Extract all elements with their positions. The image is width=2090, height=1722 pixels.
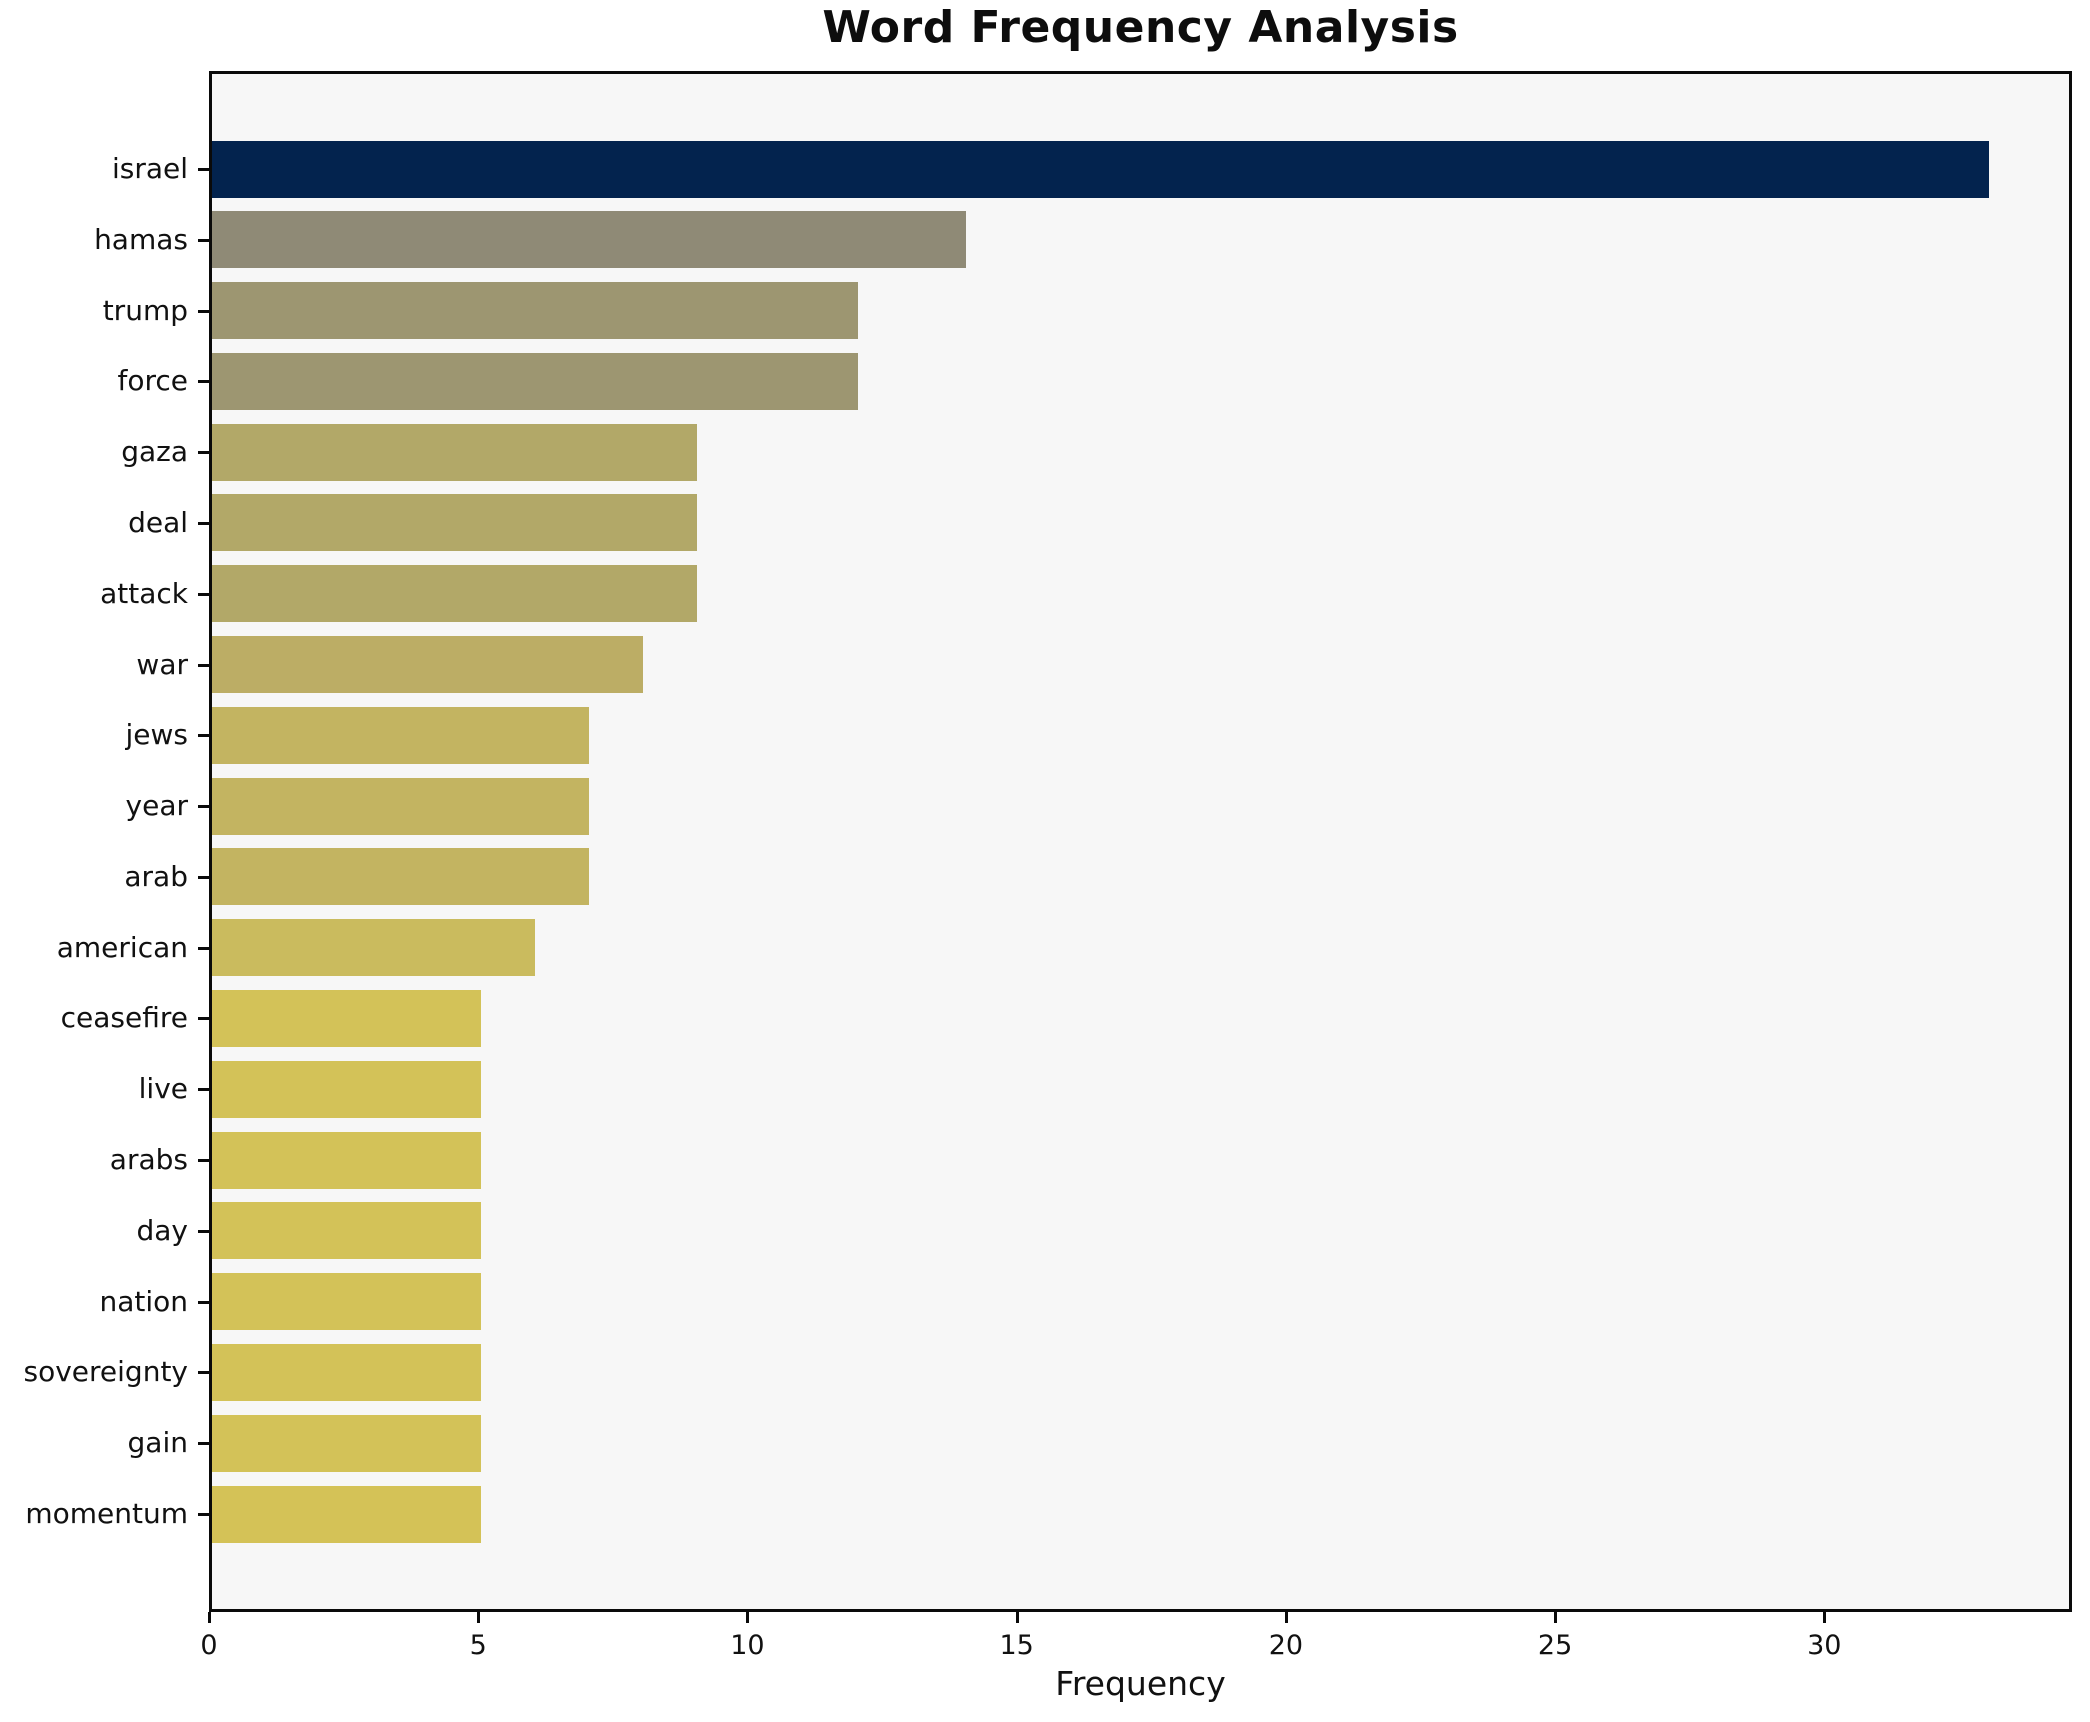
x-tick-label-20: 20 [1268,1630,1304,1661]
x-tick-mark [1015,1612,1019,1623]
y-tick-mark [198,663,209,667]
y-tick-label-trump: trump [102,293,188,327]
y-tick-label-israel: israel [111,152,188,185]
y-tick-label-momentum: momentum [25,1497,188,1530]
bar-momentum [212,1485,482,1543]
x-tick-mark [477,1612,481,1623]
bar-american [212,919,536,977]
y-tick-mark [198,451,209,455]
bar-arabs [212,1131,482,1189]
bar-attack [212,565,697,623]
y-tick-label-war: war [136,647,188,681]
y-tick-mark [198,1371,209,1375]
bar-day [212,1202,482,1260]
y-tick-mark [198,1513,209,1516]
bar-jews [212,706,589,764]
y-tick-mark [198,592,209,596]
y-tick-label-ceasefire: ceasefire [60,1001,188,1035]
x-tick-mark [1823,1612,1827,1623]
y-tick-mark [198,946,209,950]
bar-israel [212,140,1989,198]
y-tick-mark [198,1088,209,1092]
y-tick-label-attack: attack [100,576,188,610]
x-tick-label-5: 5 [469,1630,487,1661]
y-tick-mark [198,238,209,242]
y-tick-mark [198,168,209,171]
y-tick-mark [198,1442,209,1446]
y-tick-mark [198,805,209,809]
x-tick-label-10: 10 [730,1630,765,1661]
x-tick-label-15: 15 [999,1630,1034,1661]
bar-nation [212,1273,482,1331]
y-tick-label-year: year [125,789,188,823]
x-tick-label-0: 0 [200,1630,218,1661]
bar-sovereignty [212,1343,482,1401]
y-tick-label-jews: jews [125,718,189,752]
y-tick-mark [198,1229,209,1233]
y-tick-mark [198,1300,209,1304]
y-tick-mark [198,380,209,384]
x-tick-mark [208,1612,211,1623]
bar-ceasefire [212,989,482,1047]
y-tick-mark [198,875,209,879]
y-tick-label-nation: nation [99,1284,188,1318]
bar-live [212,1060,482,1118]
bar-arab [212,848,589,906]
bar-gain [212,1414,482,1472]
y-tick-mark [198,1159,209,1163]
x-tick-mark [746,1612,750,1623]
y-tick-mark [198,734,209,738]
chart-title: Word Frequency Analysis [822,2,1459,53]
bar-deal [212,494,697,552]
bar-force [212,352,859,410]
x-tick-mark [1554,1612,1558,1623]
y-tick-label-american: american [56,930,188,964]
y-tick-mark [198,1017,209,1021]
x-tick-label-25: 25 [1537,1630,1573,1661]
y-tick-mark [198,309,209,313]
y-tick-label-arabs: arabs [109,1143,188,1177]
x-tick-label-30: 30 [1807,1630,1842,1661]
y-tick-label-live: live [138,1072,188,1106]
y-tick-label-gain: gain [127,1426,188,1460]
x-tick-mark [1284,1612,1288,1623]
bar-hamas [212,211,966,269]
plot-area [209,71,2072,1612]
y-tick-label-gaza: gaza [121,435,188,469]
y-tick-label-sovereignty: sovereignty [23,1355,189,1389]
y-tick-label-arab: arab [124,859,188,893]
y-tick-mark [198,521,209,525]
bar-year [212,777,589,835]
x-axis-label: Frequency [1055,1664,1226,1703]
bar-gaza [212,423,697,481]
bar-trump [212,282,859,340]
y-tick-label-day: day [136,1213,188,1247]
y-tick-label-force: force [117,364,188,398]
bar-war [212,636,643,694]
y-tick-label-deal: deal [128,505,188,539]
y-tick-label-hamas: hamas [94,222,188,256]
